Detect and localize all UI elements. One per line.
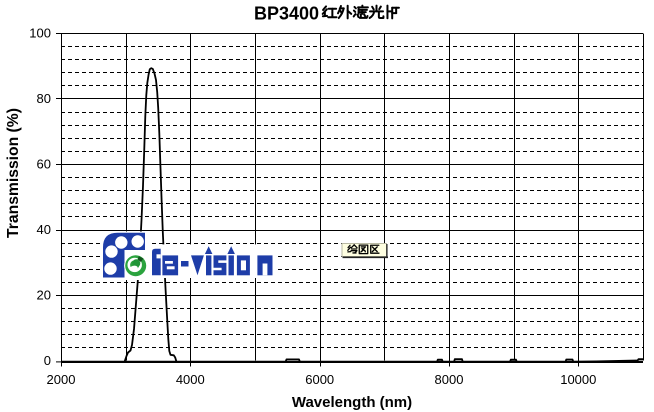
svg-text:0: 0 bbox=[44, 353, 51, 368]
svg-text:10000: 10000 bbox=[560, 372, 596, 387]
svg-text:Transmission (%): Transmission (%) bbox=[5, 108, 22, 238]
svg-text:8000: 8000 bbox=[435, 372, 464, 387]
svg-text:BP3400: BP3400 bbox=[254, 4, 319, 24]
svg-text:Wavelength (nm): Wavelength (nm) bbox=[292, 394, 412, 411]
svg-text:2000: 2000 bbox=[47, 372, 76, 387]
svg-text:40: 40 bbox=[37, 222, 51, 237]
svg-text:100: 100 bbox=[29, 25, 51, 40]
svg-text:6000: 6000 bbox=[305, 372, 334, 387]
svg-text:4000: 4000 bbox=[176, 372, 205, 387]
svg-text:20: 20 bbox=[37, 287, 51, 302]
svg-text:80: 80 bbox=[37, 91, 51, 106]
svg-text:60: 60 bbox=[37, 156, 51, 171]
